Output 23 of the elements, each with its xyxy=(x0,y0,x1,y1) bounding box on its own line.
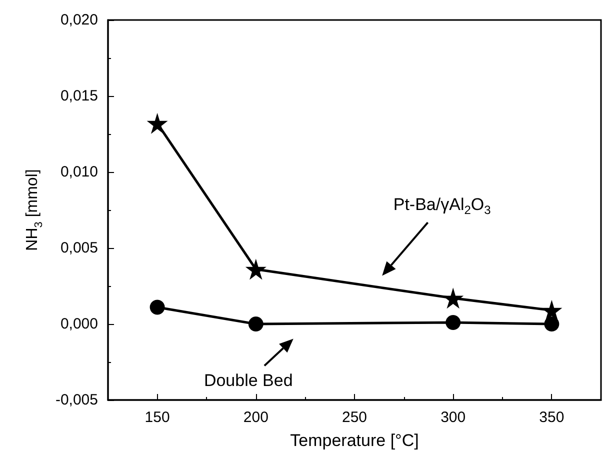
x-tick-label: 350 xyxy=(539,409,564,426)
point xyxy=(544,316,560,332)
point xyxy=(248,316,264,332)
x-tick-label: 150 xyxy=(144,409,170,426)
x-tick-label: 250 xyxy=(342,409,368,426)
point xyxy=(442,288,464,309)
x-tick-label: 200 xyxy=(243,409,268,426)
point xyxy=(245,258,266,280)
x-tick-label: 300 xyxy=(440,409,466,426)
point xyxy=(446,314,461,330)
point xyxy=(150,300,165,315)
y-tick-label: 0,010 xyxy=(60,164,98,180)
annotation: Pt-Ba/γAl$_{2}$O$_{3}$ xyxy=(393,194,491,217)
y-tick-label: 0,020 xyxy=(60,12,98,28)
y-tick-label: -0,005 xyxy=(55,392,98,408)
point xyxy=(541,300,562,321)
y-tick-label: 0,005 xyxy=(60,240,98,256)
y-axis-title: NH3 [mmol] xyxy=(24,169,46,251)
y-tick-label: 0,015 xyxy=(60,88,98,104)
y-tick-label: 0,000 xyxy=(60,316,98,332)
point xyxy=(146,112,168,134)
annotation: Double Bed xyxy=(204,370,293,391)
x-axis-title: Temperature [°C] xyxy=(290,431,419,450)
